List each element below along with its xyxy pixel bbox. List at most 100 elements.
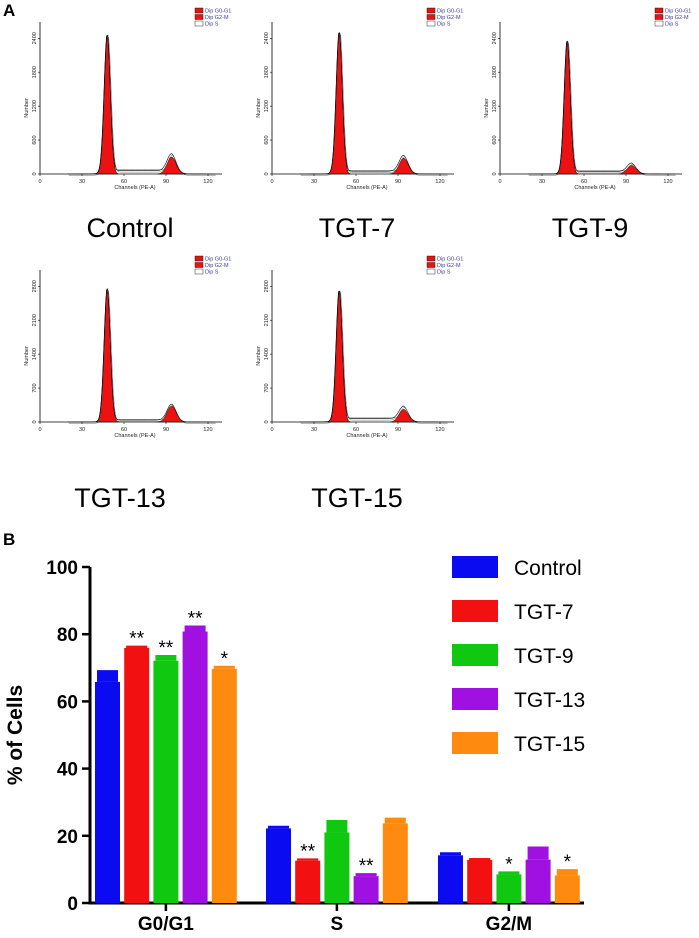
histogram-y-tick-label: 1800 bbox=[32, 66, 38, 78]
legend-label: Dip S bbox=[665, 22, 679, 28]
legend-item-tgt-15: TGT-15 bbox=[452, 732, 585, 756]
histogram-title: TGT-15 bbox=[311, 483, 403, 513]
histogram-x-tick-label: 30 bbox=[79, 179, 85, 185]
legend-label: TGT-7 bbox=[514, 601, 574, 624]
y-tick-label: 100 bbox=[46, 558, 78, 579]
histogram-x-label: Channels (PE-A) bbox=[346, 433, 387, 439]
histogram-y-tick-label: 700 bbox=[264, 383, 270, 392]
bar bbox=[95, 681, 120, 903]
legend-swatch bbox=[194, 255, 204, 262]
histogram-fit-outline bbox=[528, 42, 676, 176]
histogram-y-tick-label: 2400 bbox=[32, 32, 38, 44]
histogram-x-tick-label: 0 bbox=[38, 179, 41, 185]
x-tick-label: S bbox=[331, 914, 344, 935]
legend-swatch bbox=[194, 262, 204, 268]
histogram-title: TGT-9 bbox=[552, 213, 629, 243]
bar bbox=[438, 855, 463, 903]
histogram-x-tick-label: 90 bbox=[395, 427, 401, 433]
legend-swatch bbox=[426, 20, 436, 27]
error-bar bbox=[213, 666, 235, 669]
histogram-title: TGT-13 bbox=[74, 483, 166, 513]
histogram-x-label: Channels (PE-A) bbox=[114, 433, 155, 439]
legend-label: Dip G0-G1 bbox=[205, 9, 231, 15]
histogram-y-label: Number bbox=[24, 98, 30, 118]
histogram-x-tick-label: 60 bbox=[121, 427, 127, 433]
error-bar bbox=[155, 656, 177, 661]
histogram-y-label: Number bbox=[256, 98, 262, 118]
bar bbox=[324, 832, 350, 903]
histogram-y-tick-label: 0 bbox=[32, 172, 38, 175]
histogram-x-tick-label: 60 bbox=[353, 179, 359, 185]
significance-label: * bbox=[221, 649, 229, 670]
histogram-tgt-15: 0 700 1400 2100 2800 Number 0 30 60 90 120 Channels… bbox=[256, 255, 463, 513]
histogram-y-tick-label: 1800 bbox=[264, 66, 270, 78]
y-tick-label: 80 bbox=[57, 625, 78, 646]
histogram-outline bbox=[527, 40, 676, 175]
g2-m-peak bbox=[157, 405, 186, 423]
legend-swatch bbox=[426, 255, 436, 262]
legend-swatch bbox=[452, 644, 498, 666]
panel-b-letter: B bbox=[3, 530, 15, 549]
legend-label: TGT-13 bbox=[514, 689, 585, 712]
legend-swatch bbox=[426, 268, 436, 275]
histogram-x-label: Channels (PE-A) bbox=[346, 185, 387, 191]
legend-item-tgt-7: TGT-7 bbox=[452, 600, 574, 624]
histogram-outline bbox=[299, 290, 448, 423]
histogram-title: TGT-7 bbox=[319, 213, 396, 243]
histogram-y-label: Number bbox=[24, 346, 30, 366]
histogram-y-tick-label: 2100 bbox=[264, 314, 270, 326]
histogram-x-tick-label: 120 bbox=[435, 179, 444, 185]
x-tick-label: G2/M bbox=[486, 914, 532, 935]
s-phase-region bbox=[566, 170, 632, 175]
significance-label: ** bbox=[159, 638, 174, 659]
histogram-y-tick-label: 0 bbox=[264, 420, 270, 423]
bar bbox=[124, 647, 150, 903]
legend-swatch bbox=[194, 7, 204, 14]
error-bar bbox=[498, 872, 520, 875]
histogram-y-tick-label: 1200 bbox=[492, 100, 498, 112]
significance-label: ** bbox=[359, 856, 374, 877]
histogram-x-tick-label: 120 bbox=[435, 427, 444, 433]
error-bar bbox=[355, 874, 377, 877]
bar bbox=[182, 631, 208, 903]
legend-swatch bbox=[452, 688, 498, 710]
histogram-x-tick-label: 120 bbox=[663, 179, 672, 185]
bar bbox=[525, 859, 551, 903]
histogram-y-tick-label: 0 bbox=[32, 420, 38, 423]
legend-label: Dip S bbox=[205, 22, 219, 28]
y-tick-label: 60 bbox=[57, 692, 78, 713]
histogram-y-tick-label: 1800 bbox=[492, 66, 498, 78]
histogram-control: 0 600 1200 1800 2400 Number 0 30 60 90 120 Channels… bbox=[24, 7, 231, 243]
histogram-x-tick-label: 0 bbox=[270, 179, 273, 185]
histogram-x-tick-label: 30 bbox=[311, 179, 317, 185]
bar bbox=[153, 660, 179, 903]
histogram-y-tick-label: 600 bbox=[32, 135, 38, 144]
significance-label: * bbox=[564, 852, 572, 873]
histogram-x-tick-label: 60 bbox=[353, 427, 359, 433]
error-bar bbox=[556, 870, 578, 876]
legend-swatch bbox=[452, 600, 498, 622]
legend-swatch bbox=[654, 14, 664, 20]
bar bbox=[496, 874, 522, 903]
legend-label: Dip G0-G1 bbox=[437, 257, 463, 263]
histogram-tgt-7: 0 600 1200 1800 2400 Number 0 30 60 90 120 Channels… bbox=[256, 7, 463, 243]
histogram-y-tick-label: 600 bbox=[264, 135, 270, 144]
histogram-y-tick-label: 0 bbox=[264, 172, 270, 175]
histogram-y-tick-label: 1400 bbox=[32, 348, 38, 360]
histogram-y-tick-label: 2400 bbox=[492, 32, 498, 44]
histogram-y-tick-label: 700 bbox=[32, 383, 38, 392]
histogram-title: Control bbox=[86, 213, 173, 243]
histogram-x-tick-label: 30 bbox=[311, 427, 317, 433]
histogram-outline bbox=[67, 35, 216, 175]
histogram-fit-outline bbox=[300, 33, 448, 176]
histogram-y-tick-label: 1200 bbox=[32, 100, 38, 112]
significance-label: ** bbox=[188, 608, 203, 629]
histogram-x-tick-label: 0 bbox=[270, 427, 273, 433]
g2-m-peak bbox=[390, 409, 418, 423]
legend-label: Control bbox=[514, 557, 582, 580]
histogram-x-tick-label: 120 bbox=[203, 179, 212, 185]
histogram-fit-outline bbox=[300, 292, 448, 424]
